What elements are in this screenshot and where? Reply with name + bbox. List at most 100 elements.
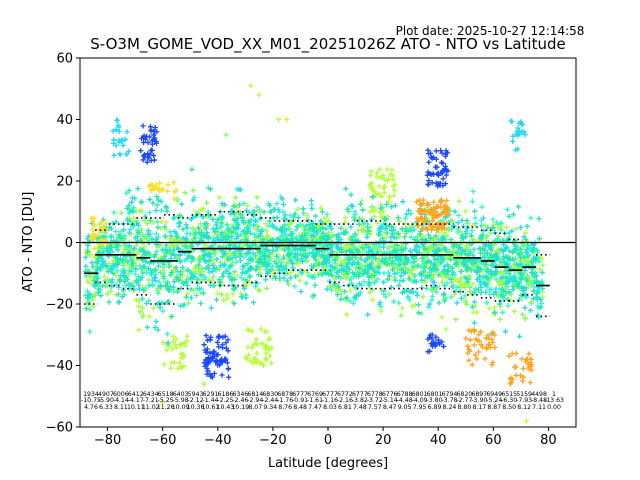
bin-count-label: 6830 — [262, 391, 278, 398]
bin-bias-label: -10.75 — [81, 397, 101, 404]
bin-bias-label: -0.91 — [292, 397, 308, 404]
x-tick-label: 80 — [540, 433, 557, 448]
outlier-point — [523, 418, 529, 424]
bin-std-label: 8.11 — [114, 404, 128, 411]
bin-std-label: 10.19 — [231, 404, 249, 411]
chart-title: S-O3M_GOME_VOD_XX_M01_20251026Z ATO - NT… — [90, 35, 566, 54]
x-axis-ticks: −80 −60 −40 −20 0 20 40 60 80 — [94, 427, 557, 448]
y-axis-label: ATO - NTO [DU] — [21, 192, 36, 293]
bin-std-label: 6.89 — [428, 404, 442, 411]
bin-bias-label: -2.25 — [217, 397, 233, 404]
bin-bias-label: -5.98 — [173, 397, 189, 404]
bin-std-label: 8.24 — [443, 404, 457, 411]
bin-bias-label: -3.90 — [471, 397, 487, 404]
bin-std-label: 7.11 — [532, 404, 546, 411]
y-tick-label: 20 — [56, 175, 73, 190]
bin-std-label: 9.05 — [398, 404, 412, 411]
bin-std-label: 9.34 — [263, 404, 277, 411]
bin-std-label: 8.80 — [457, 404, 471, 411]
bin-std-label: 6.33 — [99, 404, 113, 411]
bin-std-label: 8.03 — [323, 404, 337, 411]
bin-std-label: 8.12 — [517, 404, 531, 411]
bin-count-label: 6776 — [382, 391, 398, 398]
bin-bias-label: -2.94 — [247, 397, 263, 404]
y-tick-label: −20 — [46, 298, 73, 313]
bin-bias-label: -7.21 — [143, 397, 159, 404]
outlier-point — [248, 83, 254, 89]
x-tick-label: −80 — [94, 433, 121, 448]
x-tick-label: −60 — [149, 433, 176, 448]
bin-count-label: 6897 — [471, 391, 487, 398]
bin-count-label: 6801 — [412, 391, 428, 398]
x-tick-label: −40 — [204, 433, 231, 448]
bin-std-label: 10.43 — [217, 404, 235, 411]
bin-std-label: 8.50 — [502, 404, 516, 411]
bin-count-label: 6412 — [128, 391, 144, 398]
bin-std-label: 7.47 — [308, 404, 322, 411]
bin-std-label: 8.76 — [278, 404, 292, 411]
y-tick-label: 60 — [56, 52, 73, 67]
bin-std-label: 11.26 — [157, 404, 175, 411]
bin-count-label: 6518 — [158, 391, 174, 398]
bin-count-label: 6777 — [352, 391, 368, 398]
bin-count-label: 6515 — [501, 391, 517, 398]
bin-bias-label: -4.17 — [128, 397, 144, 404]
outlier-point — [275, 116, 281, 123]
bin-count-label: 6801 — [427, 391, 443, 398]
bin-count-label: 6291 — [203, 391, 219, 398]
scatter-series — [82, 166, 545, 340]
outlier-point — [201, 381, 207, 387]
bin-std-label: 6.81 — [338, 404, 352, 411]
bin-bias-label: -1.61 — [307, 397, 323, 404]
bin-bias-label: -7.93 — [516, 397, 532, 404]
bin-std-label: 10.11 — [127, 404, 145, 411]
bin-count-label: 6788 — [397, 391, 413, 398]
bin-bias-label: -5.24 — [486, 397, 502, 404]
plot-date: Plot date: 2025-10-27 12:14:58 — [396, 24, 585, 38]
x-tick-label: 40 — [430, 433, 447, 448]
scatter-series — [88, 180, 179, 252]
bin-count-label: 5159 — [516, 391, 532, 398]
bin-count-label: 6814 — [247, 391, 263, 398]
bin-bias-label: -5.25 — [158, 397, 174, 404]
x-tick-label: 20 — [375, 433, 392, 448]
bin-bias-label: -6.30 — [501, 397, 517, 404]
bin-count-label: 6006 — [113, 391, 129, 398]
bin-count-label: 6778 — [367, 391, 383, 398]
bin-std-label: 10.61 — [202, 404, 220, 411]
outlier-point — [256, 92, 262, 98]
scatter-points — [82, 83, 546, 424]
x-tick-label: 0 — [324, 433, 332, 448]
bin-bias-label: -3.82 — [352, 397, 368, 404]
y-tick-label: 0 — [65, 236, 73, 251]
bin-std-label: 8.47 — [383, 404, 397, 411]
scatter-series — [138, 123, 451, 380]
bin-count-label: 6434 — [143, 391, 159, 398]
bin-bias-label: -2.77 — [456, 397, 472, 404]
x-tick-label: −20 — [259, 433, 286, 448]
bin-std-label: 8.87 — [487, 404, 501, 411]
y-tick-label: −60 — [46, 421, 73, 436]
bin-bias-label: -5.90 — [98, 397, 114, 404]
bin-std-label: 4.76 — [84, 404, 98, 411]
scatter-series — [414, 197, 535, 387]
bin-count-label: 6820 — [457, 391, 473, 398]
bin-bias-label: -8.48 — [531, 397, 547, 404]
bin-bias-label: -13.63 — [544, 397, 564, 404]
bin-std-label: 11.02 — [142, 404, 160, 411]
bin-bias-label: -2.16 — [337, 397, 353, 404]
bin-bias-label: -1.44 — [202, 397, 218, 404]
bin-std-label: 7.57 — [368, 404, 382, 411]
y-axis-ticks: −60 −40 −20 0 20 40 60 — [46, 52, 80, 436]
bin-count-label: 5943 — [188, 391, 204, 398]
bin-count-label: 1 — [552, 391, 556, 398]
bin-count-label: 6777 — [322, 391, 338, 398]
bin-bias-label: -2.44 — [262, 397, 278, 404]
bin-bias-label: -3.78 — [441, 397, 457, 404]
bin-bias-label: -3.80 — [427, 397, 443, 404]
bin-std-label: 7.48 — [353, 404, 367, 411]
bin-bias-label: -5.14 — [382, 397, 398, 404]
bin-std-label: 8.48 — [293, 404, 307, 411]
bin-count-label: 6772 — [337, 391, 353, 398]
